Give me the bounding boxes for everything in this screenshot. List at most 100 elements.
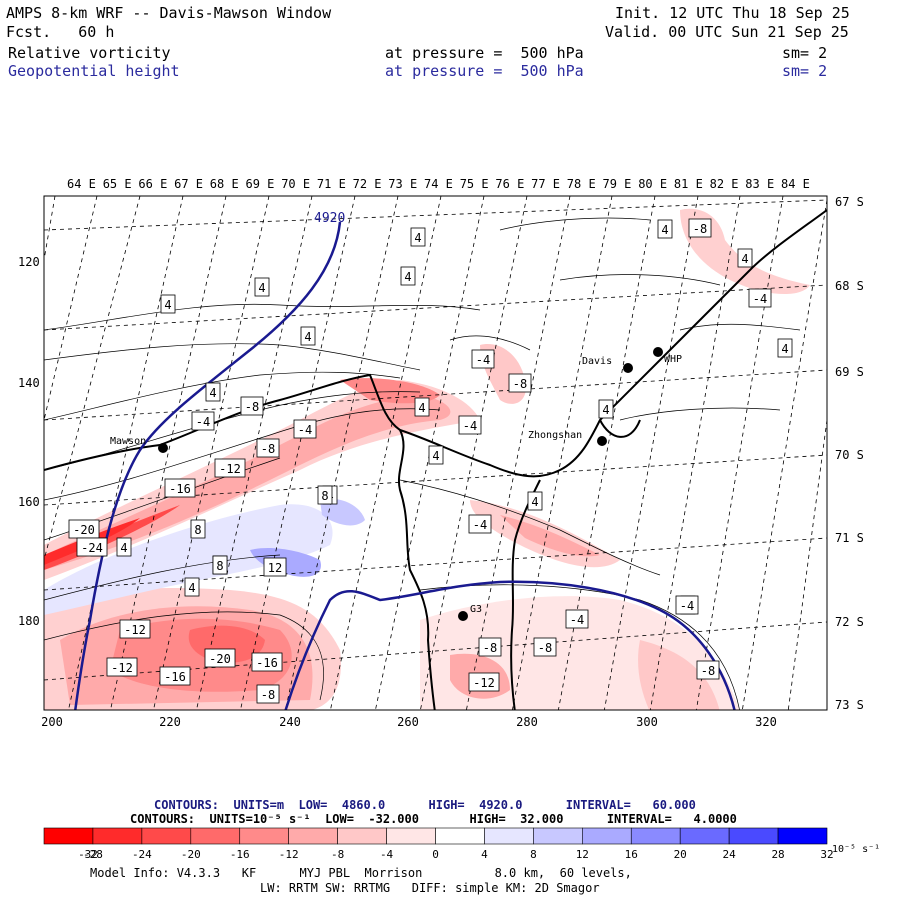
- longitude-label: 71 E: [317, 177, 346, 191]
- contour-label: -4: [680, 599, 694, 613]
- contour-label: -24: [81, 541, 103, 555]
- contour-label-box: [164, 478, 196, 498]
- contour-label-box: [533, 637, 557, 657]
- contour-label-box: [214, 458, 246, 478]
- contour-label-box: [256, 684, 280, 704]
- latitude-label: 68 S: [835, 279, 864, 293]
- y-grid-labels: 120 140 160 180: [18, 255, 40, 628]
- colorbar-label: 24: [723, 848, 737, 861]
- contour-label-box: [263, 557, 287, 577]
- longitude-label: 66 E: [138, 177, 167, 191]
- colorbar-label: 12: [576, 848, 589, 861]
- colorbar-label: 8: [530, 848, 537, 861]
- longitude-label: 73 E: [388, 177, 417, 191]
- contour-label-box: [251, 652, 283, 672]
- contour-label-box: [657, 219, 673, 239]
- latitude-label: 71 S: [835, 531, 864, 545]
- station-markers: [158, 347, 663, 621]
- contour-label: 4: [120, 541, 127, 555]
- contour-label-box: [190, 519, 206, 539]
- contour-label-box: [468, 672, 500, 692]
- contour-label: -8: [245, 400, 259, 414]
- contour-label: 4: [209, 386, 216, 400]
- x-grid-label: 220: [159, 715, 181, 729]
- colorbar-swatch: [43, 827, 94, 845]
- contour-label-box: [240, 396, 264, 416]
- longitude-label: 83 E: [745, 177, 774, 191]
- longitude-labels: 64 E 65 E 66 E 67 E 68 E 69 E 70 E 71 E 72 E 73 E…: [67, 177, 810, 191]
- contour-label-box: [777, 338, 793, 358]
- colorbar-swatch: [484, 827, 534, 845]
- init-time: Init. 12 UTC Thu 18 Sep 25: [615, 4, 850, 22]
- x-grid-label: 240: [279, 715, 301, 729]
- latitude-label: 70 S: [835, 448, 864, 462]
- y-grid-label: 180: [18, 614, 40, 628]
- contour-labels: 444444444444444444888812-4-4-4-4-4-4-4-4…: [68, 218, 793, 704]
- contour-label-box: [191, 411, 215, 431]
- contour-label: -16: [169, 482, 191, 496]
- contour-label-box: [184, 577, 200, 597]
- colorbar-swatch: [582, 827, 632, 845]
- colorbar-label: -20: [181, 848, 201, 861]
- colorbar-label: 20: [674, 848, 687, 861]
- contour-label-box: [76, 537, 108, 557]
- contour-label: -8: [513, 377, 527, 391]
- colorbar-label: -8: [331, 848, 344, 861]
- contour-label: -4: [463, 419, 477, 433]
- contour-label: 4: [414, 231, 421, 245]
- colorbar-swatch: [288, 827, 338, 845]
- contour-label-box: [410, 227, 426, 247]
- contour-label: 4: [404, 270, 411, 284]
- contour-label-box: [696, 660, 720, 680]
- colorbar-swatch: [777, 827, 828, 845]
- contour-label: 8: [216, 559, 223, 573]
- contour-info-vorticity: CONTOURS: UNITS=10⁻⁵ s⁻¹ LOW= -32.000 HI…: [130, 812, 737, 826]
- contour-label: -12: [111, 661, 133, 675]
- contour-label: -8: [261, 442, 275, 456]
- x-grid-label: 200: [41, 715, 63, 729]
- colorbar-swatch: [435, 827, 485, 845]
- longitude-label: 70 E: [281, 177, 310, 191]
- contour-label: 4: [258, 281, 265, 295]
- contour-label-box: [106, 657, 138, 677]
- contour-label: -4: [473, 518, 487, 532]
- field2-smoothing: sm= 2: [782, 62, 828, 80]
- contour-label: -12: [473, 676, 495, 690]
- station-marker-whp: [653, 347, 663, 357]
- contour-label-box: [256, 438, 280, 458]
- contour-label-box: [212, 555, 228, 575]
- contour-label-box: [204, 648, 236, 668]
- colorbar-swatch: [533, 827, 583, 845]
- colorbar-swatch: [386, 827, 436, 845]
- contour-label-box: [159, 666, 191, 686]
- longitude-label: 69 E: [246, 177, 275, 191]
- colorbar-label: 32: [820, 848, 833, 861]
- contour-label: -8: [693, 222, 707, 236]
- longitude-label: 72 E: [353, 177, 382, 191]
- colorbar-swatch: [337, 827, 387, 845]
- contour-label-box: [400, 266, 416, 286]
- colorbar-swatch: [190, 827, 241, 845]
- colorbar-label: 28: [771, 848, 784, 861]
- contour-label: 12: [268, 561, 282, 575]
- longitude-label: 82 E: [710, 177, 739, 191]
- x-grid-label: 300: [636, 715, 658, 729]
- map-title: AMPS 8-km WRF -- Davis-Mawson Window: [6, 4, 332, 22]
- longitude-label: 84 E: [781, 177, 810, 191]
- contour-label-box: [478, 637, 502, 657]
- latitude-labels: 67 S 68 S 69 S 70 S 71 S 72 S 73 S: [835, 195, 864, 712]
- contour-label: 8: [194, 523, 201, 537]
- station-marker-zhongshan: [597, 436, 607, 446]
- x-grid-label: 280: [516, 715, 538, 729]
- station-label-g3: G3: [470, 604, 482, 615]
- map-frame: [43, 195, 828, 711]
- colorbar-swatch: [239, 827, 289, 845]
- field1-name: Relative vorticity: [8, 44, 171, 62]
- height-contours: [74, 221, 736, 710]
- contour-label-box: [688, 218, 712, 238]
- contour-label-box: [471, 349, 495, 369]
- contour-label-box: [458, 415, 482, 435]
- contour-label: -16: [256, 656, 278, 670]
- contour-label-box: [160, 294, 176, 314]
